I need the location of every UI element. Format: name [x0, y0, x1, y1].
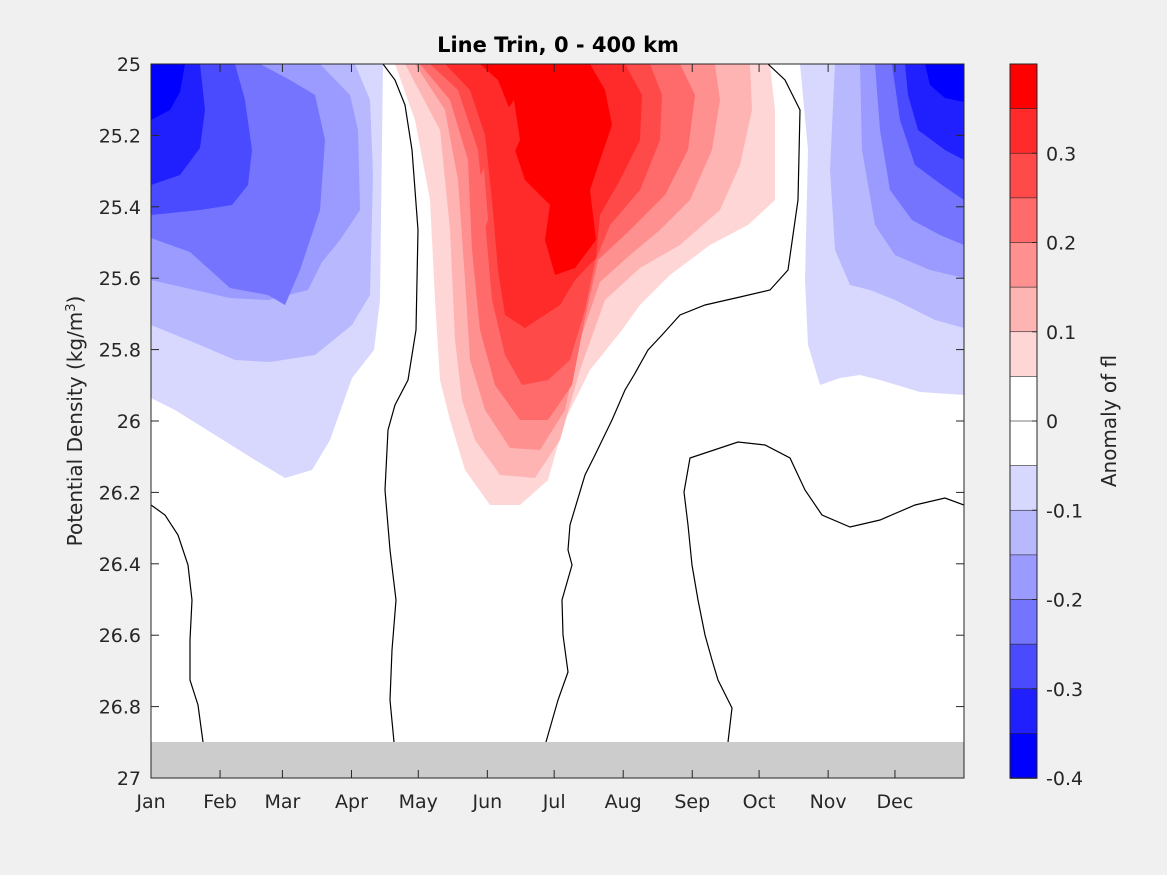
colorbar-tick-label: -0.2 [1046, 590, 1083, 612]
x-tick-label: Sep [674, 791, 710, 813]
colorbar-tick-label: -0.1 [1046, 500, 1083, 522]
y-tick-label: 25 [117, 54, 141, 76]
x-tick-label: Jan [135, 791, 165, 813]
zero-contour-line [151, 504, 204, 743]
contour-pos-speckle [500, 100, 520, 162]
contour-pos-speckle [476, 168, 488, 240]
colorbar: 0.3 0.2 0.1 0 -0.1 -0.2 -0.3 -0.4 [1009, 63, 1083, 790]
contour-neg-level-7 [925, 64, 964, 102]
y-tick-label: 26.2 [99, 482, 141, 504]
colorbar-segment [1009, 152, 1038, 199]
y-tick-label: 25.6 [99, 268, 141, 290]
colorbar-segment [1009, 108, 1038, 155]
colorbar-tick-label: 0.3 [1046, 143, 1076, 165]
y-tick-label: 26.4 [99, 554, 141, 576]
y-axis-label-main: Potential Density (kg/m [63, 312, 87, 547]
x-tick-label: Mar [264, 791, 300, 813]
colorbar-segment [1009, 688, 1038, 735]
y-axis: 25 25.2 25.4 25.6 25.8 26 26.2 26.4 26.6 26.8 27 [99, 54, 964, 790]
y-axis-label: Potential Density (kg/m3) [63, 296, 87, 547]
x-tick-label: Apr [335, 791, 368, 813]
colorbar-segment [1009, 63, 1038, 110]
x-tick-label: Jun [471, 791, 502, 813]
colorbar-segment [1009, 509, 1038, 556]
x-tick-label: Jul [542, 791, 566, 813]
y-axis-label-close: ) [63, 296, 87, 304]
masked-region [151, 742, 964, 778]
y-axis-label-superscript: 3 [64, 303, 79, 311]
colorbar-segment [1009, 643, 1038, 690]
zero-contour-line [545, 64, 801, 743]
colorbar-tick-label: -0.3 [1046, 679, 1083, 701]
zero-contour-line [382, 64, 419, 743]
colorbar-tick-label: 0.1 [1046, 322, 1076, 344]
y-tick-label: 25.8 [99, 340, 141, 362]
y-tick-label: 27 [117, 768, 141, 790]
zero-contour-lines [151, 64, 964, 743]
colorbar-segment [1009, 733, 1038, 779]
x-tick-label: May [399, 791, 438, 813]
contour-neg-level-7 [151, 64, 185, 120]
contour-fills [151, 64, 964, 778]
colorbar-segment [1009, 599, 1038, 645]
colorbar-label: Anomaly of fl [1097, 355, 1121, 487]
colorbar-tick-label: 0.2 [1046, 233, 1076, 255]
y-tick-label: 25.2 [99, 125, 141, 147]
colorbar-segment [1009, 197, 1038, 244]
colorbar-segment [1009, 465, 1038, 512]
x-tick-label: Dec [877, 791, 914, 813]
x-tick-label: Aug [605, 791, 642, 813]
colorbar-segment [1009, 242, 1038, 288]
plot-area: Jan Feb Mar Apr May Jun Jul Aug Sep Oct Nov Dec 252… [99, 54, 965, 813]
colorbar-tick-label: -0.4 [1046, 768, 1083, 790]
chart-title: Line Trin, 0 - 400 km [437, 33, 679, 57]
zero-contour-line [683, 441, 964, 743]
x-tick-label: Oct [743, 791, 776, 813]
x-axis: Jan Feb Mar Apr May Jun Jul Aug Sep Oct Nov Dec [135, 64, 913, 813]
colorbar-segment [1009, 286, 1038, 333]
y-tick-label: 25.4 [99, 197, 141, 219]
colorbar-segment [1009, 420, 1038, 467]
y-tick-label: 26 [117, 411, 141, 433]
colorbar-tick-label: 0 [1046, 411, 1058, 433]
x-tick-label: Nov [810, 791, 847, 813]
colorbar-segment [1009, 376, 1038, 422]
y-tick-label: 26.8 [99, 697, 141, 719]
colorbar-segment [1009, 331, 1038, 378]
colorbar-segment [1009, 554, 1038, 601]
x-tick-label: Feb [203, 791, 237, 813]
y-tick-label: 26.6 [99, 625, 141, 647]
